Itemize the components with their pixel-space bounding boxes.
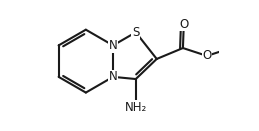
Text: NH₂: NH₂ [125, 101, 147, 114]
Text: O: O [202, 49, 212, 62]
Text: S: S [132, 26, 139, 39]
Text: N: N [109, 39, 117, 52]
Text: N: N [109, 70, 117, 83]
Text: O: O [179, 18, 189, 31]
